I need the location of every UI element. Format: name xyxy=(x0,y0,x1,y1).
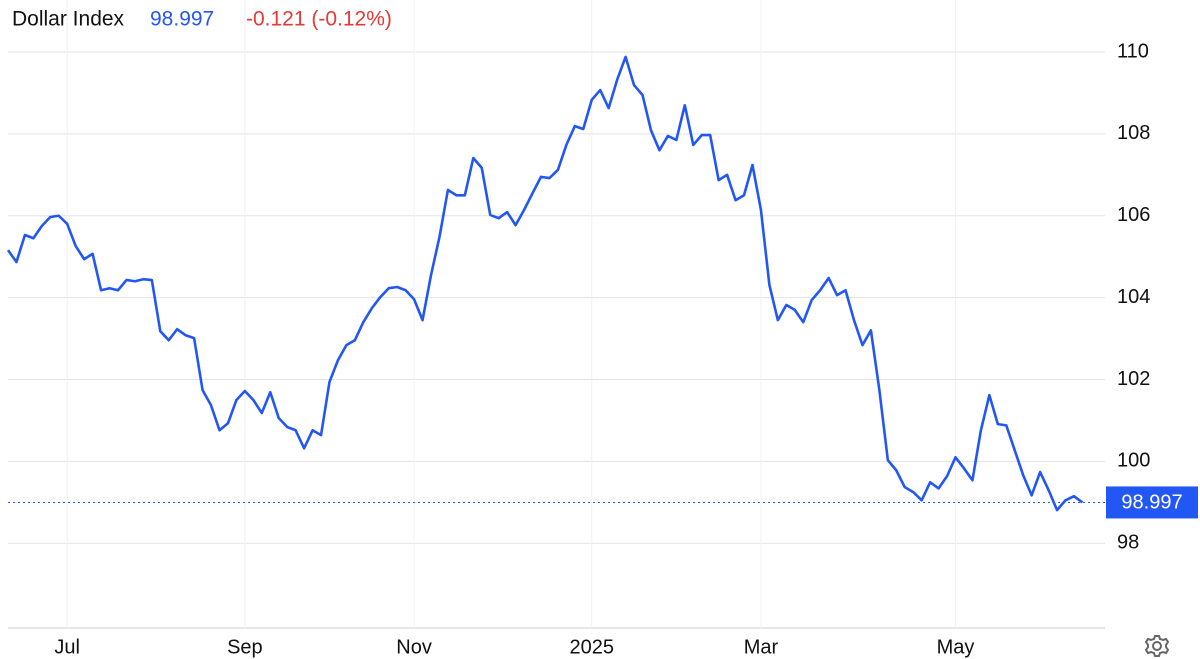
y-tick-label: 108 xyxy=(1117,122,1150,144)
y-tick-label: 104 xyxy=(1117,286,1150,308)
last-value-label: 98.997 xyxy=(1121,492,1182,514)
x-tick-label: Mar xyxy=(744,636,779,658)
y-tick-label: 106 xyxy=(1117,204,1150,226)
x-tick-label: Jul xyxy=(54,636,80,658)
line xyxy=(6,55,1084,512)
y-tick-label: 110 xyxy=(1117,40,1149,62)
settings-icon[interactable] xyxy=(1144,635,1170,657)
y-tick-label: 100 xyxy=(1117,450,1150,472)
chart-title: Dollar Index xyxy=(12,8,125,31)
y-tick-label: 102 xyxy=(1117,368,1150,390)
x-tick-label: Sep xyxy=(227,636,263,658)
x-tick-label: May xyxy=(937,636,975,658)
last-value-box xyxy=(1106,486,1198,519)
x-tick-label: Nov xyxy=(396,636,432,658)
change: -0.121 (-0.12%) xyxy=(246,8,392,31)
x-tick-label: 2025 xyxy=(569,636,614,658)
price: 98.997 xyxy=(150,8,214,31)
y-tick-label: 98 xyxy=(1117,532,1139,554)
